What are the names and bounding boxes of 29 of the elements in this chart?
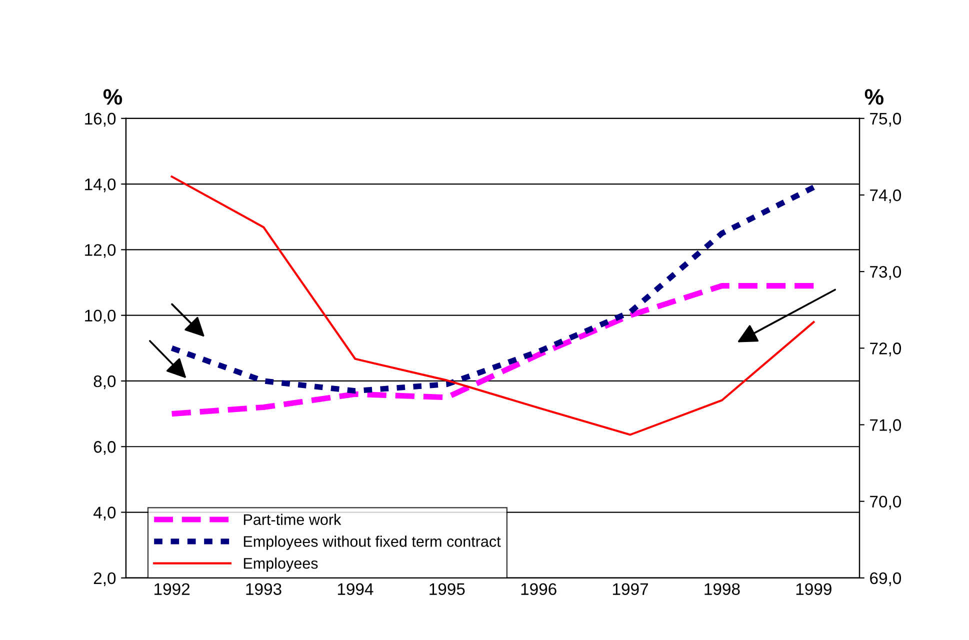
x-tick-label: 1999: [796, 583, 832, 596]
y-tick-label: 8,0: [94, 375, 116, 390]
y2-tick-label: 73,0: [870, 266, 902, 280]
legend-label: Part-time work: [244, 514, 342, 526]
y2-tick-label: 74,0: [870, 189, 902, 204]
y2-tick-label: 71,0: [870, 419, 902, 433]
y2-tick-label: 75,0: [870, 112, 902, 127]
y-axis-title: %: [103, 89, 122, 105]
y-tick-label: 2,0: [94, 572, 116, 586]
x-tick-label: 1998: [704, 583, 740, 596]
y-tick-label: 16,0: [85, 112, 116, 127]
y2-axis-title: %: [864, 89, 884, 105]
x-tick-label: 1995: [430, 583, 465, 596]
x-tick-label: 1993: [246, 583, 282, 596]
x-tick-label: 1992: [154, 583, 190, 596]
y2-tick-label: 70,0: [870, 496, 902, 510]
legend-label: Employees without fixed term contract: [244, 536, 501, 550]
y-tick-label: 10,0: [85, 310, 116, 324]
legend-label: Employees: [244, 558, 318, 572]
line-series: [170, 176, 815, 436]
y-tick-label: 14,0: [85, 178, 116, 192]
y-tick-label: 6,0: [94, 441, 116, 455]
y-tick-label: 12,0: [85, 244, 116, 258]
y2-tick-label: 72,0: [870, 342, 902, 356]
y2-tick-label: 69,0: [870, 572, 902, 586]
x-tick-label: 1997: [613, 583, 648, 596]
y-tick-label: 4,0: [93, 506, 116, 520]
x-tick-label: 1996: [521, 583, 556, 596]
x-tick-label: 1994: [338, 583, 374, 596]
